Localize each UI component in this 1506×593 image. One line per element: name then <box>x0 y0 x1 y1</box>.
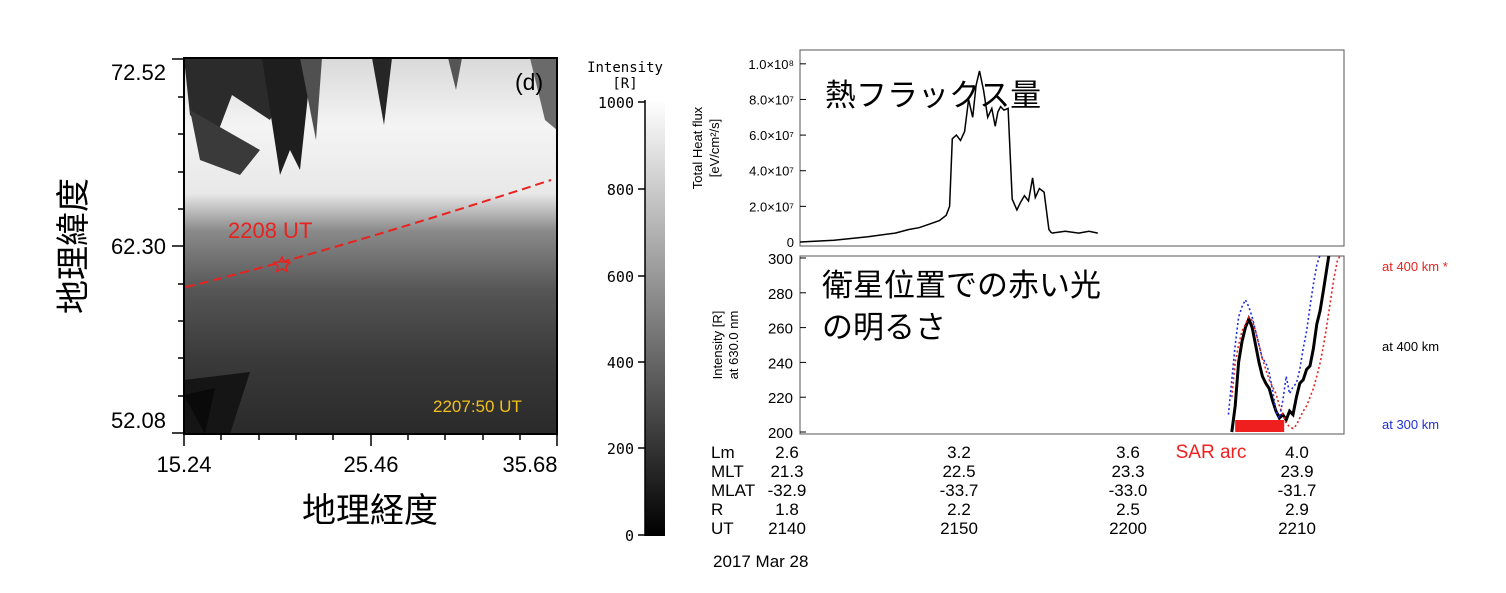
table-cell: 22.5 <box>942 462 975 481</box>
allsky-axis-ticks <box>172 58 558 446</box>
colorbar-gradient <box>645 100 665 536</box>
y-axis-label: 地理緯度 <box>54 178 94 314</box>
table-cell: -32.9 <box>768 481 807 500</box>
intensity-frame <box>799 255 1345 435</box>
satellite-position-star-icon <box>272 255 292 273</box>
table-cell: 1.8 <box>775 500 799 519</box>
y-tick-middle: 62.30 <box>111 234 166 259</box>
table-row-label: R <box>711 500 723 519</box>
table-cell: -33.0 <box>1109 481 1148 500</box>
heat-flux-tick-label: 6.0×10⁷ <box>749 128 794 143</box>
legend-at-300km: at 300 km <box>1382 417 1439 432</box>
table-cell: 2.6 <box>775 443 799 462</box>
heat-flux-yunit: [eV/cm²/s] <box>707 119 722 178</box>
allsky-streaks <box>184 58 557 434</box>
intensity-tick-label: 220 <box>768 390 793 407</box>
heat-flux-series <box>800 70 1053 243</box>
table-cell: 4.0 <box>1285 443 1309 462</box>
table-cell: 2.5 <box>1116 500 1140 519</box>
table-cell: -31.7 <box>1278 481 1317 500</box>
heat-flux-tick-label: 8.0×10⁷ <box>749 92 794 107</box>
table-row-label: UT <box>711 519 734 538</box>
legend-at-400km-star: at 400 km * <box>1382 259 1448 274</box>
colorbar-tick-400: 400 <box>607 354 634 372</box>
intensity-tick-label: 260 <box>768 321 793 338</box>
table-row-label: MLAT <box>711 481 755 500</box>
table-cell: 23.9 <box>1280 462 1313 481</box>
intensity-tick-label: 280 <box>768 286 793 303</box>
table-cell: 2150 <box>940 519 978 538</box>
intensity-series-at-400-km <box>1230 256 1331 433</box>
colorbar-unit: [R] <box>612 76 637 92</box>
intensity-lines <box>1227 256 1341 433</box>
intensity-title-line1: 衛星位置での赤い光 <box>822 268 1101 304</box>
table-cell: 3.2 <box>947 443 971 462</box>
heat-flux-tick-label: 2.0×10⁷ <box>749 199 794 214</box>
heat-flux-y-ticks: 1.0×10⁸ 8.0×10⁷ 6.0×10⁷ 4.0×10⁷ 2.0×10⁷ 0 <box>748 57 806 250</box>
colorbar: Intensity [R] 1000 800 600 400 200 0 <box>587 60 665 545</box>
x-tick-right: 35.68 <box>502 452 557 477</box>
colorbar-tick-0: 0 <box>625 527 634 545</box>
allsky-image <box>184 58 557 434</box>
intensity-series-at-400-km- <box>1231 256 1341 430</box>
intensity-panel: Intensity [R] at 630.0 nm 200 220 240 260 28… <box>710 251 1448 463</box>
y-tick-bottom: 52.08 <box>111 408 166 433</box>
intensity-series-at-300-km <box>1227 256 1321 421</box>
panel-label: (d) <box>515 69 543 95</box>
heat-flux-series <box>1051 230 1098 234</box>
table-row-label: Lm <box>711 443 735 462</box>
intensity-yunit: at 630.0 nm <box>726 311 741 380</box>
event-time-label: 2208 UT <box>228 218 312 243</box>
table-row-label: MLT <box>711 462 744 481</box>
heat-flux-lines <box>800 70 1098 243</box>
sar-arc-label: SAR arc <box>1176 442 1247 463</box>
table-cell: 2140 <box>768 519 806 538</box>
intensity-tick-label: 200 <box>768 425 793 442</box>
heat-flux-tick-label: 1.0×10⁸ <box>748 57 794 72</box>
heat-flux-title: 熱フラックス量 <box>825 78 1041 114</box>
intensity-y-ticks: 200 220 240 260 280 300 <box>768 251 806 442</box>
sar-arc-bar <box>1235 420 1285 432</box>
table-cell: -33.7 <box>940 481 979 500</box>
table-cell: 2210 <box>1278 519 1316 538</box>
table-cell: 2.2 <box>947 500 971 519</box>
colorbar-tick-600: 600 <box>607 268 634 286</box>
date-label: 2017 Mar 28 <box>713 552 808 571</box>
heat-flux-panel: Total Heat flux [eV/cm²/s] 1.0×10⁸ 8.0×10… <box>690 49 1345 250</box>
heat-flux-tick-label: 4.0×10⁷ <box>749 164 794 179</box>
satellite-track <box>185 179 552 288</box>
colorbar-tick-800: 800 <box>607 181 634 199</box>
table-cell: 2.9 <box>1285 500 1309 519</box>
legend-at-400km: at 400 km <box>1382 339 1439 354</box>
intensity-tick-label: 240 <box>768 355 793 372</box>
table-cell: 2200 <box>1109 519 1147 538</box>
intensity-title-line2: の明るさ <box>822 310 946 346</box>
colorbar-title: Intensity <box>587 60 663 76</box>
x-tick-left: 15.24 <box>156 452 211 477</box>
heat-flux-tick-label: 0 <box>787 235 794 250</box>
y-tick-top: 72.52 <box>111 60 166 85</box>
colorbar-tick-200: 200 <box>607 440 634 458</box>
x-axis-label: 地理経度 <box>302 491 438 531</box>
intensity-ylabel: Intensity [R] <box>710 311 725 380</box>
x-tick-middle: 25.46 <box>343 452 398 477</box>
intensity-tick-label: 300 <box>768 251 793 268</box>
heat-flux-frame <box>799 49 1345 247</box>
colorbar-tick-1000: 1000 <box>598 94 634 112</box>
allsky-image-panel: 2208 UT 2207:50 UT (d) 72.52 62.30 52.08… <box>54 57 558 531</box>
table-cell: 23.3 <box>1111 462 1144 481</box>
table-cell: 3.6 <box>1116 443 1140 462</box>
table-cell: 21.3 <box>770 462 803 481</box>
orbit-parameter-table: Lm 2.6 3.2 3.6 4.0 MLT 21.3 22.5 23.3 23.9 MLAT -32… <box>711 443 1316 538</box>
heat-flux-ylabel: Total Heat flux <box>690 106 705 189</box>
frame-time-label: 2207:50 UT <box>433 397 522 416</box>
